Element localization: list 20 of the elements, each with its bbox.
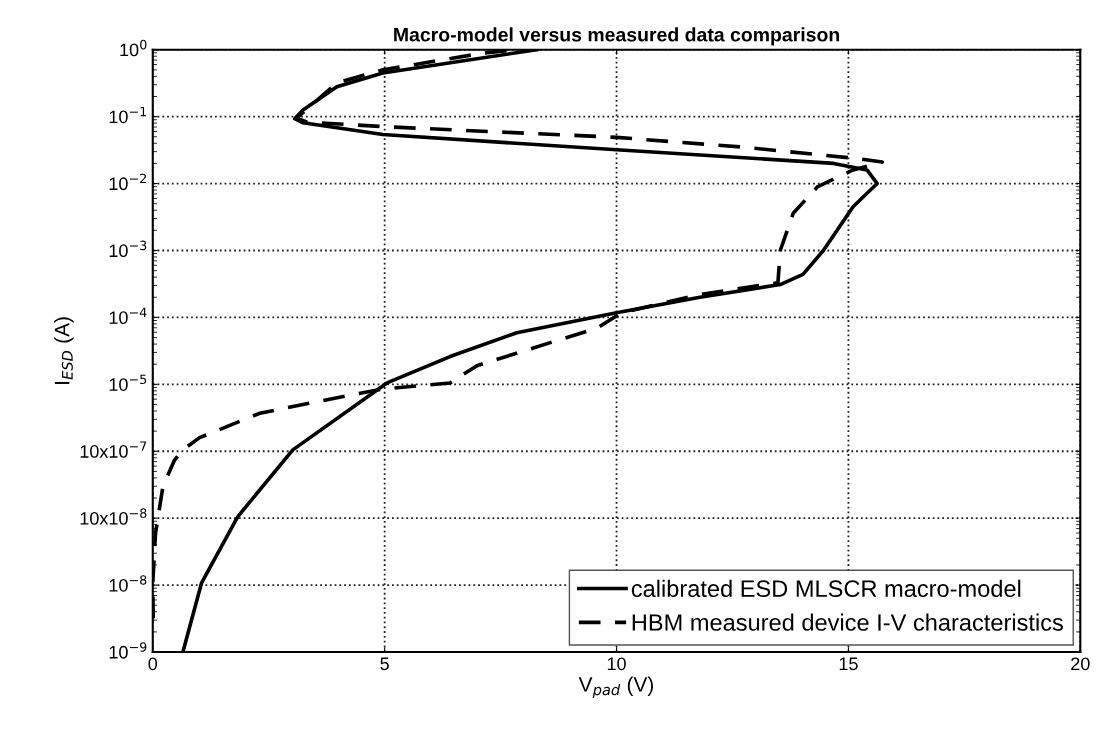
y-tick-label: 10$^{−4}$	[109, 307, 147, 325]
x-tick-label: 0	[148, 657, 158, 671]
x-tick-label: 5	[380, 657, 389, 671]
x-tick-label: 20	[1071, 657, 1090, 671]
legend-label: calibrated ESD MLSCR macro-model	[631, 579, 1021, 598]
y-axis-title: I$_{ESD}$ (A)	[54, 317, 74, 384]
y-tick-label: 10$^{−2}$	[109, 173, 146, 191]
y-tick-label: 10x10$^{−8}$	[80, 508, 147, 525]
y-tick-label: 10$^{0}$	[120, 39, 147, 57]
y-tick-label: 10$^{−8}$	[109, 575, 147, 592]
y-tick-label: 10x10$^{−7}$	[80, 441, 147, 458]
x-tick-label: 15	[839, 657, 858, 671]
legend-label: HBM measured device I-V characteristics	[632, 613, 1063, 631]
y-tick-label: 10$^{−5}$	[109, 374, 147, 391]
x-tick-label: 10	[607, 657, 626, 671]
chart-title: Macro-model versus measured data comparison	[394, 27, 840, 46]
x-axis-title: V$_{pad}$ (V)	[578, 676, 653, 699]
y-tick-label: 10$^{−3}$	[109, 240, 147, 258]
y-tick-label: 10$^{−1}$	[109, 106, 147, 124]
y-tick-label: 10$^{−9}$	[109, 642, 147, 659]
